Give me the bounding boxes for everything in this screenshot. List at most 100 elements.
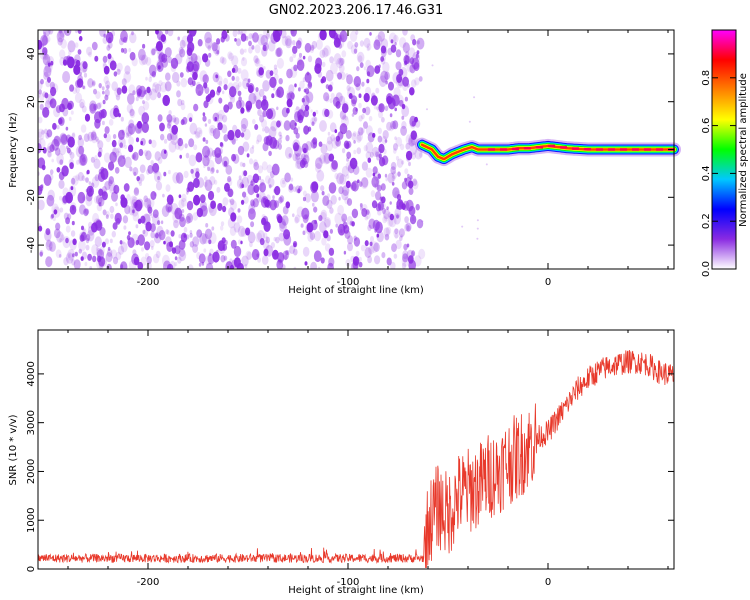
noise-blob bbox=[276, 47, 283, 57]
noise-blob bbox=[321, 47, 329, 58]
noise-blob bbox=[74, 92, 83, 104]
noise-blob bbox=[165, 202, 173, 213]
noise-blob bbox=[68, 50, 72, 56]
noise-blob bbox=[179, 154, 182, 159]
noise-blob bbox=[357, 179, 360, 184]
noise-blob bbox=[81, 175, 86, 182]
noise-blob bbox=[131, 153, 136, 160]
noise-blob bbox=[395, 155, 400, 161]
noise-blob bbox=[301, 143, 309, 154]
noise-blob bbox=[97, 140, 104, 150]
noise-blob bbox=[168, 110, 172, 116]
noise-blob bbox=[339, 30, 348, 43]
noise-blob bbox=[148, 64, 157, 77]
noise-blob bbox=[151, 81, 160, 93]
noise-blob bbox=[157, 114, 163, 122]
noise-blob bbox=[394, 233, 399, 239]
noise-blob bbox=[370, 190, 376, 198]
noise-blob bbox=[145, 76, 148, 81]
noise-blob bbox=[292, 153, 298, 162]
noise-blob bbox=[369, 151, 374, 158]
noise-blob bbox=[345, 130, 352, 139]
noise-blob bbox=[198, 262, 202, 267]
noise-blob bbox=[101, 241, 106, 248]
noise-blob bbox=[253, 184, 260, 194]
noise-blob bbox=[121, 78, 127, 86]
noise-blob bbox=[375, 87, 380, 94]
noise-blob bbox=[384, 233, 390, 241]
noise-blob bbox=[370, 236, 374, 243]
noise-blob bbox=[291, 40, 296, 46]
noise-blob bbox=[137, 177, 142, 184]
noise-blob bbox=[418, 248, 426, 260]
noise-blob bbox=[322, 230, 326, 236]
noise-blob bbox=[78, 248, 83, 254]
noise-blob bbox=[135, 137, 140, 143]
noise-blob bbox=[286, 68, 293, 79]
noise-blob bbox=[83, 208, 89, 217]
noise-blob bbox=[142, 229, 146, 235]
noise-blob bbox=[303, 125, 310, 135]
noise-blob bbox=[339, 123, 348, 135]
noise-blob bbox=[319, 120, 327, 132]
noise-blob bbox=[267, 177, 275, 188]
noise-blob bbox=[248, 33, 253, 40]
noise-blob bbox=[361, 81, 365, 87]
noise-blob bbox=[100, 166, 105, 173]
noise-blob bbox=[368, 245, 375, 255]
noise-blob bbox=[307, 105, 311, 111]
noise-blob bbox=[149, 240, 155, 248]
noise-blob bbox=[269, 76, 277, 88]
y-tick-label: 0 bbox=[26, 146, 37, 152]
spectrogram-x-axis-label: Height of straight line (km) bbox=[288, 285, 424, 296]
noise-blob bbox=[320, 31, 327, 41]
noise-blob bbox=[168, 125, 174, 133]
noise-blob bbox=[406, 225, 411, 232]
noise-blob bbox=[44, 100, 51, 109]
noise-blob bbox=[124, 65, 131, 75]
noise-blob bbox=[313, 250, 322, 262]
noise-blob bbox=[87, 131, 94, 142]
noise-blob bbox=[354, 257, 358, 262]
noise-blob bbox=[404, 60, 408, 65]
noise-blob bbox=[161, 205, 170, 217]
noise-blob bbox=[154, 170, 162, 183]
noise-blob bbox=[199, 129, 202, 135]
noise-blob bbox=[243, 170, 248, 177]
noise-blob bbox=[338, 186, 344, 195]
noise-blob bbox=[358, 102, 362, 109]
noise-blob bbox=[275, 236, 280, 244]
noise-blob bbox=[262, 110, 268, 118]
noise-blob bbox=[172, 172, 180, 184]
noise-blob bbox=[414, 119, 421, 128]
noise-blob bbox=[168, 140, 177, 153]
noise-blob bbox=[183, 226, 188, 233]
noise-blob bbox=[321, 191, 325, 196]
noise-blob bbox=[180, 99, 185, 106]
noise-blob bbox=[277, 138, 282, 145]
colorbar-label: Normalized spectral amplitude bbox=[738, 73, 749, 227]
noise-blob bbox=[111, 139, 117, 148]
noise-blob bbox=[169, 133, 174, 140]
noise-blob bbox=[266, 164, 273, 174]
noise-blob bbox=[414, 77, 420, 86]
noise-blob bbox=[57, 37, 63, 46]
noise-blob bbox=[219, 202, 223, 209]
noise-blob bbox=[178, 199, 185, 209]
noise-blob bbox=[233, 257, 241, 268]
noise-blob bbox=[174, 117, 180, 125]
noise-blob bbox=[328, 257, 335, 267]
noise-blob bbox=[366, 78, 370, 84]
noise-blob bbox=[188, 30, 197, 37]
noise-blob bbox=[292, 52, 297, 59]
noise-blob bbox=[171, 124, 178, 135]
noise-blob bbox=[326, 199, 333, 209]
noise-blob bbox=[78, 35, 83, 42]
noise-blob bbox=[88, 51, 92, 58]
noise-blob bbox=[347, 235, 354, 245]
noise-blob bbox=[298, 52, 303, 58]
noise-blob bbox=[146, 86, 151, 94]
noise-blob bbox=[104, 238, 109, 245]
noise-blob bbox=[344, 196, 350, 205]
noise-blob bbox=[376, 103, 383, 113]
